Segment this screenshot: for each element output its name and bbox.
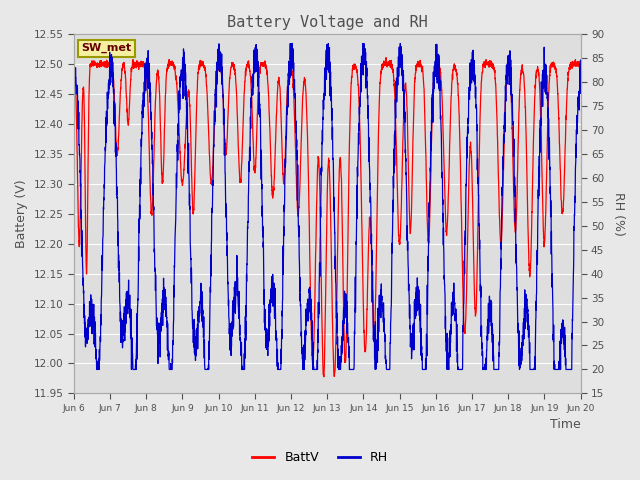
X-axis label: Time: Time [550, 419, 580, 432]
RH [264, 343, 272, 349]
Text: SW_met: SW_met [81, 43, 132, 53]
BattV [286, 61, 294, 67]
Title: Battery Voltage and RH: Battery Voltage and RH [227, 15, 428, 30]
RH [577, 57, 584, 63]
RH [513, 242, 520, 248]
BattV [567, 61, 575, 67]
BattV [513, 217, 520, 223]
BattV [577, 61, 584, 67]
Y-axis label: Battery (V): Battery (V) [15, 180, 28, 248]
Y-axis label: RH (%): RH (%) [612, 192, 625, 236]
RH [93, 367, 100, 372]
BattV [70, 60, 77, 66]
RH [128, 336, 136, 341]
RH [287, 41, 294, 47]
BattV [128, 68, 136, 74]
RH [158, 300, 166, 306]
BattV [320, 374, 328, 380]
BattV [382, 55, 390, 60]
BattV [264, 84, 272, 90]
RH [567, 367, 575, 372]
Line: BattV: BattV [74, 58, 580, 377]
RH [287, 57, 294, 62]
BattV [158, 171, 166, 177]
RH [70, 60, 77, 66]
Legend: BattV, RH: BattV, RH [247, 446, 393, 469]
Line: RH: RH [74, 44, 580, 370]
